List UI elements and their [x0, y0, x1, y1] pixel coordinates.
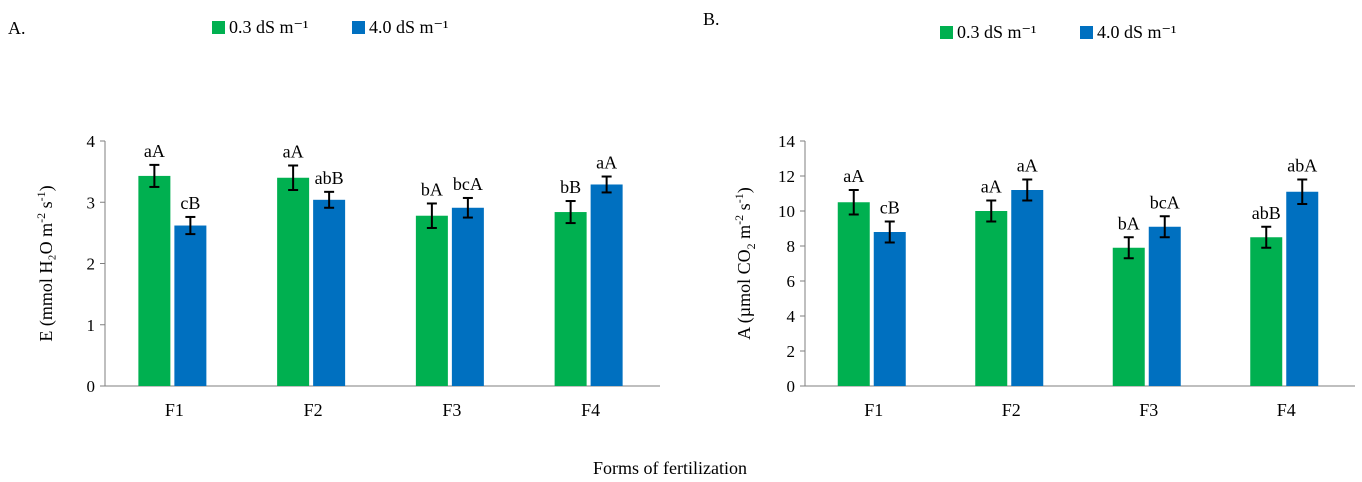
legend-label: 4.0 dS m⁻¹ [369, 17, 448, 37]
chart-panel-e: A. 0.3 dS m⁻¹ 4.0 dS m⁻¹ 0 1 2 3 4 E (mmol H₂O m… [8, 17, 660, 420]
data-label: bcA [453, 174, 483, 194]
y-tick-label: 12 [778, 167, 795, 186]
data-label: bcA [1150, 192, 1180, 212]
x-tick-label: F1 [165, 400, 184, 420]
legend-label: 4.0 dS m⁻¹ [1097, 22, 1176, 42]
data-label: bA [421, 179, 443, 199]
y-tick-label: 4 [87, 132, 96, 151]
data-label: abB [315, 168, 344, 188]
legend-swatch [1080, 26, 1093, 39]
bar [1011, 190, 1044, 386]
bar [837, 202, 870, 386]
y-axis-title: E (mmol H₂O m-2 s-1) [34, 185, 57, 341]
y-tick-label: 4 [787, 307, 796, 326]
legend-swatch [940, 26, 953, 39]
x-tick-label: F1 [864, 400, 883, 420]
bar [415, 215, 448, 386]
data-label: abB [1252, 203, 1281, 223]
bar [1148, 226, 1181, 386]
x-tick-label: F3 [1139, 400, 1158, 420]
legend-swatch [352, 21, 365, 34]
bar [554, 212, 587, 386]
y-tick-label: 14 [778, 132, 796, 151]
legend-swatch [212, 21, 225, 34]
y-tick-label: 6 [787, 272, 796, 291]
bar [975, 211, 1008, 386]
bar [451, 207, 484, 386]
data-label: aA [981, 177, 1002, 197]
y-tick-label: 0 [787, 377, 796, 396]
bar [138, 175, 171, 386]
panel-label: B. [703, 9, 720, 29]
data-label: bB [560, 177, 581, 197]
data-label: cB [180, 193, 200, 213]
shared-x-axis-title: Forms of fertilization [593, 458, 747, 478]
data-label: aA [843, 166, 864, 186]
x-tick-label: F2 [1002, 400, 1021, 420]
x-tick-label: F4 [1277, 400, 1296, 420]
x-tick-label: F4 [581, 400, 600, 420]
x-tick-label: F3 [442, 400, 461, 420]
data-label: cB [880, 198, 900, 218]
legend-label: 0.3 dS m⁻¹ [229, 17, 308, 37]
y-tick-label: 3 [87, 193, 96, 212]
bar [590, 184, 623, 386]
data-label: bA [1118, 213, 1140, 233]
data-label: aA [283, 142, 304, 162]
data-label: aA [144, 141, 165, 161]
x-tick-label: F2 [304, 400, 323, 420]
y-tick-label: 0 [87, 377, 96, 396]
y-tick-label: 1 [87, 316, 96, 335]
y-tick-label: 2 [87, 255, 96, 274]
data-label: abA [1287, 156, 1317, 176]
data-label: aA [596, 153, 617, 173]
legend-label: 0.3 dS m⁻¹ [957, 22, 1036, 42]
data-label: aA [1017, 156, 1038, 176]
panel-label: A. [8, 18, 26, 38]
bar [174, 225, 207, 386]
y-tick-label: 10 [778, 202, 795, 221]
bar [873, 232, 906, 386]
bar [1112, 247, 1145, 386]
y-tick-label: 8 [787, 237, 796, 256]
y-axis-title: A (µmol CO2 m-2 s-1) [732, 187, 758, 339]
bar [277, 177, 310, 386]
bar [1286, 191, 1319, 386]
chart-panel-a: B. 0.3 dS m⁻¹ 4.0 dS m⁻¹ 0 2 4 6 8 10 12 14 A (µmol… [703, 9, 1355, 420]
bar [1250, 237, 1283, 386]
y-tick-label: 2 [787, 342, 796, 361]
bar [313, 199, 346, 386]
